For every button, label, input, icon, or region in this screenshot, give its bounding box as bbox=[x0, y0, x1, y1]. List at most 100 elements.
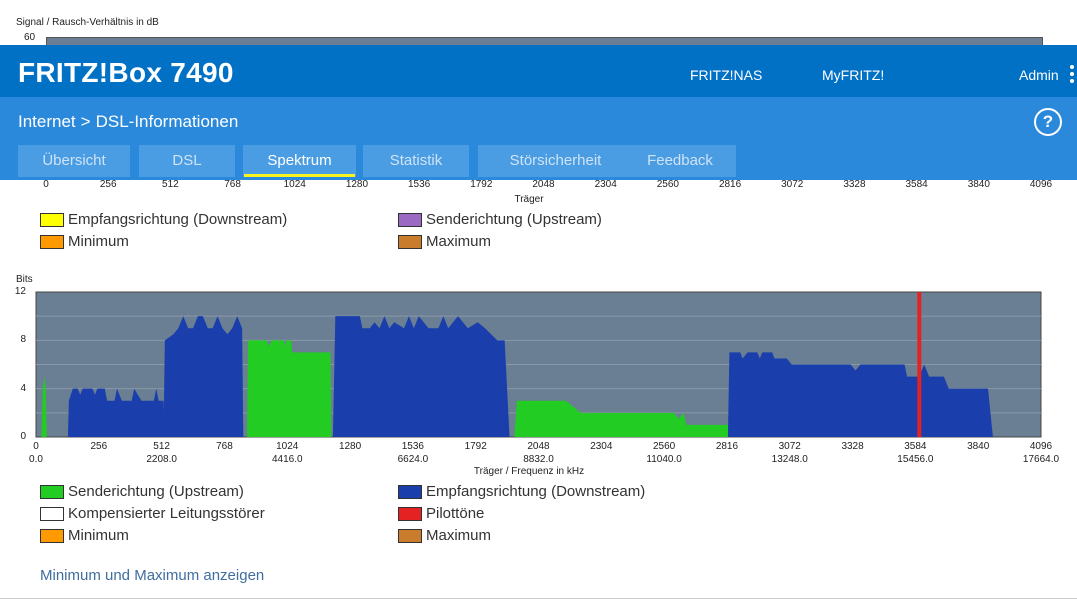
snr-x-tick: 0 bbox=[43, 179, 49, 190]
legend-swatch bbox=[40, 529, 64, 543]
legend-label: Pilottöne bbox=[426, 505, 485, 522]
snr-x-tick: 1024 bbox=[283, 179, 306, 190]
tab-spektrum[interactable]: Spektrum bbox=[243, 145, 356, 177]
legend-label: Maximum bbox=[426, 233, 492, 250]
tab-uebersicht[interactable]: Übersicht bbox=[18, 145, 130, 177]
bits-y-tick: 4 bbox=[20, 382, 26, 394]
snr-x-tick: 3328 bbox=[843, 179, 866, 190]
snr-x-tick: 3840 bbox=[967, 179, 990, 190]
snr-x-tick: 512 bbox=[162, 179, 179, 190]
bits-x-tick: 3328 bbox=[841, 441, 864, 452]
legend-label: Minimum bbox=[68, 527, 129, 544]
snr-x-ticks: 0 256 512 768 1024 1280 1536 1792 2048 2304 2560 28… bbox=[0, 179, 1077, 191]
series-area bbox=[332, 316, 510, 437]
legend-swatch bbox=[40, 213, 64, 227]
bits-freq-tick: 4416.0 bbox=[271, 454, 303, 465]
tab-feedback[interactable]: Feedback bbox=[624, 145, 736, 177]
legend-swatch bbox=[398, 529, 422, 543]
bits-x-tick: 2304 bbox=[590, 441, 613, 452]
breadcrumb-separator: > bbox=[80, 112, 91, 131]
bits-freq-tick: 11040.0 bbox=[646, 454, 682, 465]
top-bar: FRITZ!Box 7490 FRITZ!NAS MyFRITZ! Admin bbox=[0, 45, 1077, 97]
bits-x-tick: 1536 bbox=[401, 441, 424, 452]
snr-x-tick: 256 bbox=[99, 179, 117, 190]
legend-label: Minimum bbox=[68, 233, 129, 250]
bits-freq-tick: 6624.0 bbox=[397, 454, 429, 465]
bits-freq-tick: 8832.0 bbox=[523, 454, 554, 465]
series-area bbox=[67, 388, 165, 437]
legend-swatch bbox=[398, 485, 422, 499]
bits-y-label: Bits bbox=[16, 274, 33, 285]
legend-swatch bbox=[398, 235, 422, 249]
bits-freq-tick: 17664.0 bbox=[1022, 454, 1060, 465]
legend-label: Senderichtung (Upstream) bbox=[68, 483, 244, 500]
bits-x-tick: 3840 bbox=[967, 441, 990, 452]
snr-x-tick: 2048 bbox=[532, 179, 555, 190]
breadcrumb: Internet > DSL-Informationen bbox=[18, 112, 238, 132]
legend-label: Maximum bbox=[426, 527, 492, 544]
help-icon[interactable]: ? bbox=[1034, 108, 1062, 136]
bits-x-tick: 1024 bbox=[276, 441, 299, 452]
bits-freq-tick: 2208.0 bbox=[146, 454, 177, 465]
legend-label: Empfangsrichtung (Downstream) bbox=[426, 483, 646, 500]
tab-stoersicherheit[interactable]: Störsicherheit bbox=[478, 145, 633, 177]
nav-myfritz[interactable]: MyFRITZ! bbox=[822, 67, 885, 83]
nav-fritznas[interactable]: FRITZ!NAS bbox=[690, 67, 763, 83]
bits-x-tick: 1792 bbox=[464, 441, 487, 452]
sub-bar: Internet > DSL-Informationen ? Übersicht D… bbox=[0, 97, 1077, 180]
legend-swatch bbox=[40, 507, 64, 521]
bits-x-tick: 3072 bbox=[778, 441, 801, 452]
admin-link[interactable]: Admin bbox=[1019, 67, 1059, 83]
legend-label: Empfangsrichtung (Downstream) bbox=[68, 211, 288, 228]
bits-x-tick: 2560 bbox=[653, 441, 676, 452]
series-area bbox=[41, 376, 47, 437]
bits-freq-tick: 15456.0 bbox=[897, 454, 934, 465]
breadcrumb-current: DSL-Informationen bbox=[95, 112, 239, 131]
bits-x-tick: 256 bbox=[90, 441, 108, 452]
bits-x-tick: 768 bbox=[216, 441, 233, 452]
snr-x-tick: 3584 bbox=[905, 179, 928, 190]
bits-x-tick: 0 bbox=[33, 441, 39, 452]
snr-x-tick: 1792 bbox=[470, 179, 493, 190]
snr-x-tick: 2816 bbox=[718, 179, 742, 190]
snr-x-tick: 4096 bbox=[1029, 179, 1053, 190]
bits-y-tick: 12 bbox=[14, 286, 26, 297]
bits-x-tick: 4096 bbox=[1029, 441, 1053, 452]
bits-x-label: Träger / Frequenz in kHz bbox=[473, 466, 585, 477]
bits-y-tick: 8 bbox=[20, 334, 26, 346]
legend-swatch bbox=[40, 235, 64, 249]
snr-chart-title: Signal / Rausch-Verhältnis in dB bbox=[16, 17, 159, 28]
bits-x-tick: 2816 bbox=[715, 441, 739, 452]
bits-chart bbox=[35, 291, 1042, 438]
snr-x-label: Träger bbox=[514, 194, 544, 205]
more-menu-icon[interactable] bbox=[1070, 65, 1074, 85]
breadcrumb-parent[interactable]: Internet bbox=[18, 112, 76, 131]
bits-y-tick: 0 bbox=[20, 431, 26, 442]
snr-y-tick-top: 60 bbox=[24, 32, 36, 43]
snr-x-tick: 2304 bbox=[594, 179, 617, 190]
bits-freq-tick: 13248.0 bbox=[771, 454, 808, 465]
legend-swatch bbox=[40, 485, 64, 499]
bits-x-tick: 512 bbox=[153, 441, 170, 452]
legend-label: Kompensierter Leitungsstörer bbox=[68, 505, 265, 522]
legend-swatch bbox=[398, 213, 422, 227]
bits-x-tick: 3584 bbox=[904, 441, 927, 452]
bits-freq-tick: 0.0 bbox=[29, 454, 43, 465]
tab-dsl[interactable]: DSL bbox=[139, 145, 235, 177]
pilot-tone-mark bbox=[917, 292, 922, 437]
show-min-max-link[interactable]: Minimum und Maximum anzeigen bbox=[40, 567, 265, 584]
bits-x-tick: 1280 bbox=[338, 441, 362, 452]
bits-x-tick: 2048 bbox=[527, 441, 550, 452]
series-area bbox=[727, 352, 993, 437]
tab-statistik[interactable]: Statistik bbox=[363, 145, 469, 177]
snr-x-tick: 1536 bbox=[408, 179, 431, 190]
snr-x-tick: 2560 bbox=[656, 179, 679, 190]
snr-x-tick: 1280 bbox=[345, 179, 369, 190]
brand-logo[interactable]: FRITZ!Box 7490 bbox=[18, 57, 234, 88]
series-area bbox=[247, 340, 332, 437]
divider bbox=[0, 598, 1077, 599]
legend-label: Senderichtung (Upstream) bbox=[426, 211, 602, 228]
legend-swatch bbox=[398, 507, 422, 521]
snr-x-tick: 768 bbox=[224, 179, 241, 190]
snr-x-tick: 3072 bbox=[781, 179, 804, 190]
